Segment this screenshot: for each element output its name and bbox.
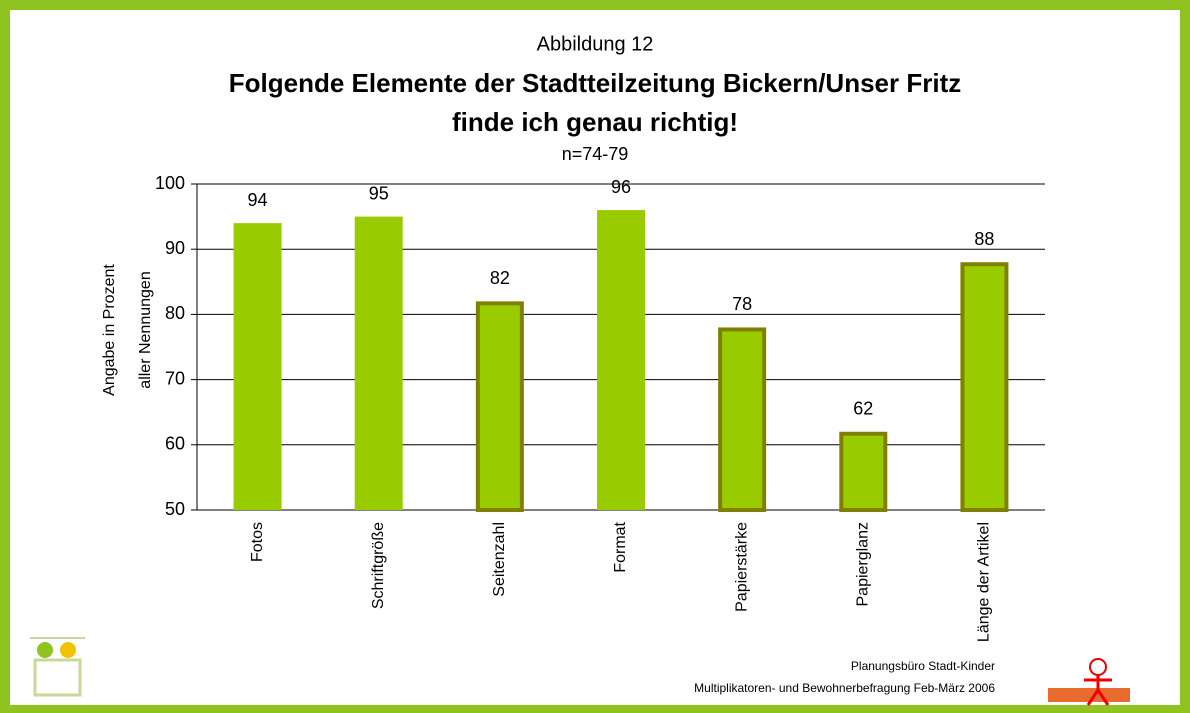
bar [718, 327, 767, 512]
y-tick-label: 90 [165, 238, 185, 258]
supertitle: Abbildung 12 [537, 33, 654, 55]
chart-title: finde ich genau richtig! [452, 107, 738, 137]
footer: Multiplikatoren- und Bewohnerbefragung F… [694, 681, 995, 695]
y-tick-label: 50 [165, 499, 185, 519]
y-tick-label: 60 [165, 434, 185, 454]
data-label: 62 [853, 399, 873, 419]
logo-right [1048, 658, 1130, 706]
y-axis-label: Angabe in Prozent [101, 264, 118, 396]
chart-title: Folgende Elemente der Stadtteilzeitung B… [229, 68, 961, 98]
x-tick-label: Papierstärke [733, 522, 750, 612]
footer: Planungsbüro Stadt-Kinder [851, 659, 995, 673]
data-label: 94 [248, 190, 268, 210]
subtitle: n=74-79 [562, 144, 629, 164]
bar [475, 301, 524, 512]
bar [233, 223, 282, 510]
x-tick-label: Papierglanz [855, 522, 872, 607]
logo-left [30, 637, 85, 697]
data-label: 88 [974, 229, 994, 249]
x-tick-label: Seitenzahl [491, 522, 508, 597]
y-axis-label: aller Nennungen [137, 271, 154, 388]
data-label: 78 [732, 294, 752, 314]
x-tick-label: Format [612, 521, 629, 572]
bar [354, 216, 403, 510]
data-label: 96 [611, 177, 631, 197]
data-label: 82 [490, 268, 510, 288]
x-tick-label: Schriftgröße [370, 522, 387, 609]
data-label: 95 [369, 183, 389, 203]
y-tick-label: 80 [165, 303, 185, 323]
x-tick-label: Fotos [249, 522, 266, 562]
bar [597, 210, 645, 510]
bar [839, 431, 888, 513]
bar [960, 262, 1009, 512]
x-tick-label: Länge der Artikel [976, 522, 993, 642]
y-tick-label: 70 [165, 368, 185, 388]
y-tick-label: 100 [155, 173, 185, 193]
